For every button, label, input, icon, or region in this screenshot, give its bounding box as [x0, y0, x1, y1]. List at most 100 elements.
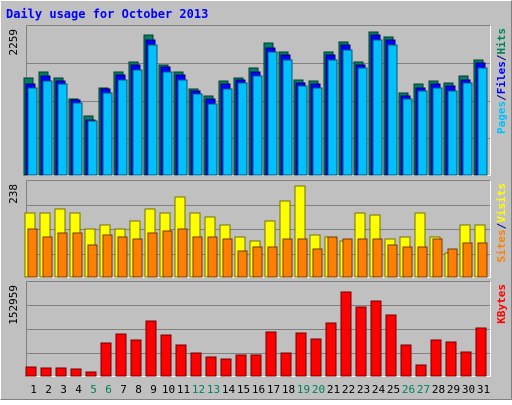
hits-panel-bar-pages-day-2	[42, 80, 53, 176]
kbytes-panel-bar-kbytes-day-6	[100, 342, 112, 377]
visits-panel-bar-sites-day-22	[342, 238, 353, 278]
visits-panel-bar-sites-day-4	[72, 232, 83, 278]
hits-panel-bar-pages-day-14	[222, 88, 233, 176]
x-tick-label-day-31: 31	[477, 383, 490, 396]
visits-panel-bar-sites-day-10	[162, 230, 173, 278]
hits-panel-bar-pages-day-25	[387, 44, 398, 176]
hits-panel-bar-pages-day-18	[282, 59, 293, 176]
visits-panel-bar-sites-day-30	[462, 242, 473, 278]
visits-panel-bar-sites-day-8	[132, 238, 143, 278]
visits-panel: 238 Sites/Visits	[7, 180, 508, 278]
visits-panel-max-label: 238	[7, 184, 20, 204]
x-tick-label-day-24: 24	[372, 383, 386, 396]
kbytes-panel-bar-kbytes-day-14	[220, 358, 232, 377]
hits-panel-bar-pages-day-29	[447, 90, 458, 176]
x-tick-label-day-29: 29	[447, 383, 460, 396]
visits-panel-bar-sites-day-7	[117, 236, 128, 278]
hits-panel-bar-pages-day-19	[297, 85, 308, 176]
x-tick-label-day-21: 21	[327, 383, 340, 396]
visits-panel-bar-sites-day-1	[27, 228, 38, 278]
x-tick-label-day-2: 2	[45, 383, 52, 396]
visits-panel-bar-sites-day-25	[387, 244, 398, 278]
kbytes-panel-bar-kbytes-day-26	[400, 344, 412, 377]
visits-panel-bar-sites-day-31	[477, 242, 488, 278]
kbytes-panel-bar-kbytes-day-13	[205, 356, 217, 377]
kbytes-panel-bar-kbytes-day-23	[355, 306, 367, 377]
hits-panel-bar-pages-day-8	[132, 69, 143, 176]
kbytes-panel: 152959 KBytes	[7, 281, 508, 377]
kbytes-panel-bar-kbytes-day-25	[385, 314, 397, 377]
visits-panel-legend-item-0: Sites	[495, 229, 508, 262]
hits-panel-bar-pages-day-23	[357, 67, 368, 176]
x-tick-label-day-18: 18	[282, 383, 295, 396]
kbytes-panel-bar-kbytes-day-16	[250, 354, 262, 377]
kbytes-panel-bar-kbytes-day-30	[460, 351, 472, 377]
kbytes-panel-max-label: 152959	[7, 285, 20, 325]
kbytes-panel-bar-kbytes-day-10	[160, 334, 172, 377]
x-tick-label-day-14: 14	[222, 383, 236, 396]
x-axis: 1 2 3 4 5 6 7 8 9 10 11 12 13 14 15 16 17 18 19 20 21 22 23 24 2…	[30, 383, 490, 396]
x-tick-label-day-12: 12	[192, 383, 205, 396]
kbytes-panel-legend-item-0: KBytes	[495, 284, 508, 324]
hits-panel: 2259 Pages/Files/Hits	[7, 25, 508, 176]
x-tick-label-day-1: 1	[30, 383, 37, 396]
hits-panel-bar-pages-day-17	[267, 51, 278, 176]
x-tick-label-day-6: 6	[105, 383, 112, 396]
hits-panel-legend-item-1: /	[495, 94, 508, 101]
x-tick-label-day-19: 19	[297, 383, 310, 396]
x-tick-label-day-27: 27	[417, 383, 430, 396]
visits-panel-bar-sites-day-23	[357, 238, 368, 278]
hits-panel-bar-pages-day-12	[192, 93, 203, 176]
visits-panel-bar-sites-day-29	[447, 248, 458, 278]
visits-panel-legend-item-1: /	[495, 222, 508, 229]
hits-panel-legend-item-2: Files	[495, 61, 508, 94]
hits-panel-bar-pages-day-15	[237, 82, 248, 176]
kbytes-panel-bar-kbytes-day-15	[235, 354, 247, 377]
hits-panel-bar-pages-day-20	[312, 87, 323, 176]
hits-panel-max-label: 2259	[7, 29, 20, 56]
x-tick-label-day-17: 17	[267, 383, 280, 396]
kbytes-panel-bar-kbytes-day-20	[310, 338, 322, 377]
hits-panel-bar-pages-day-1	[27, 87, 38, 176]
hits-panel-bar-pages-day-31	[477, 67, 488, 176]
kbytes-panel-bar-kbytes-day-24	[370, 300, 382, 377]
visits-panel-bar-sites-day-5	[87, 244, 98, 278]
kbytes-panel-bar-kbytes-day-22	[340, 291, 352, 377]
x-tick-label-day-23: 23	[357, 383, 370, 396]
kbytes-panel-bar-kbytes-day-28	[430, 339, 442, 377]
hits-panel-legend: Pages/Files/Hits	[495, 28, 508, 134]
visits-panel-bar-sites-day-3	[57, 232, 68, 278]
chart-panels: 2259 Pages/Files/Hits 238 Sites/Visits 15295…	[7, 25, 508, 377]
visits-panel-legend: Sites/Visits	[495, 183, 508, 263]
hits-panel-bar-pages-day-6	[102, 92, 113, 176]
hits-panel-bar-pages-day-4	[72, 102, 83, 176]
hits-panel-bar-pages-day-9	[147, 44, 158, 176]
visits-panel-bar-sites-day-12	[192, 236, 203, 278]
hits-panel-bar-pages-day-30	[462, 82, 473, 176]
visits-panel-bar-sites-day-15	[237, 250, 248, 278]
x-tick-label-day-28: 28	[432, 383, 445, 396]
kbytes-panel-bar-kbytes-day-5	[85, 371, 97, 377]
hits-panel-bar-pages-day-11	[177, 79, 188, 176]
x-tick-label-day-3: 3	[60, 383, 67, 396]
kbytes-panel-legend: KBytes	[495, 284, 508, 324]
x-tick-label-day-25: 25	[387, 383, 400, 396]
x-tick-label-day-26: 26	[402, 383, 415, 396]
x-tick-label-day-30: 30	[462, 383, 475, 396]
hits-panel-bar-pages-day-26	[402, 98, 413, 176]
hits-panel-bar-pages-day-16	[252, 75, 263, 176]
visits-panel-bar-sites-day-18	[282, 238, 293, 278]
hits-panel-bar-pages-day-5	[87, 120, 98, 176]
kbytes-panel-bar-kbytes-day-19	[295, 332, 307, 377]
kbytes-panel-bar-kbytes-day-4	[70, 368, 82, 377]
kbytes-panel-bar-kbytes-day-21	[325, 322, 337, 377]
kbytes-panel-bar-kbytes-day-3	[55, 367, 67, 377]
kbytes-panel-bar-kbytes-day-1	[25, 366, 37, 377]
x-tick-label-day-10: 10	[162, 383, 175, 396]
visits-panel-bar-sites-day-6	[102, 234, 113, 278]
hits-panel-bar-pages-day-22	[342, 49, 353, 176]
hits-panel-bar-pages-day-13	[207, 103, 218, 176]
kbytes-panel-bar-kbytes-day-8	[130, 339, 142, 377]
visits-panel-bar-sites-day-14	[222, 238, 233, 278]
